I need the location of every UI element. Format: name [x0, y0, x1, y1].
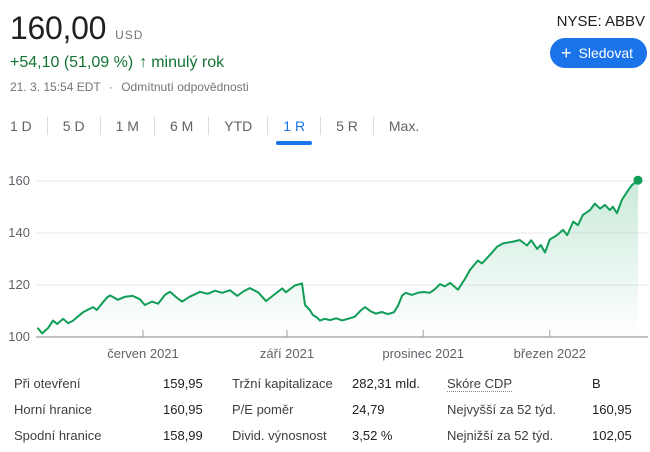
price-block: 160,00 USD	[10, 8, 143, 48]
dot-separator: ·	[108, 80, 113, 94]
stat-label: Divid. výnosnost	[232, 428, 327, 443]
x-axis-label: září 2021	[259, 346, 315, 361]
x-axis-label: prosinec 2021	[382, 346, 465, 361]
tab-6-m[interactable]: 6 M	[169, 117, 194, 134]
table-row: Horní hranice 160,95	[14, 397, 229, 423]
tab-divider	[46, 116, 48, 135]
table-row: Nejvyšší za 52 týd. 160,95	[447, 397, 650, 423]
y-axis-label: 140	[8, 225, 30, 240]
table-row: P/E poměr 24,79	[232, 397, 447, 423]
stock-price: 160,00	[10, 10, 107, 46]
tab-divider	[267, 116, 269, 135]
stat-value: 159,95	[163, 376, 203, 391]
tab-divider	[208, 116, 210, 135]
stat-value: 160,95	[163, 402, 203, 417]
stat-label: Při otevření	[14, 376, 81, 391]
change-period: minulý rok	[151, 54, 225, 71]
y-axis-label: 100	[8, 329, 30, 344]
tab-1-d[interactable]: 1 D	[10, 117, 32, 134]
chart-line	[37, 179, 639, 335]
stat-value: 102,05	[592, 428, 632, 443]
currency-label: USD	[115, 28, 144, 42]
stock-chart[interactable]: 160 140 120 100 červen 2021 září 2021 prosinec…	[0, 160, 650, 370]
stat-label: P/E poměr	[232, 402, 294, 417]
x-axis-label: červen 2021	[107, 346, 179, 361]
range-tab-bar: 1 D 5 D 1 M 6 M YTD 1 R 5 R Max.	[10, 110, 434, 145]
stats-column: Tržní kapitalizace 282,31 mld. P/E poměr 24…	[232, 371, 447, 449]
stat-value: 3,52 %	[352, 428, 393, 443]
plus-icon: +	[561, 43, 572, 63]
timestamp: 21. 3. 15:54 EDT	[10, 80, 101, 94]
stat-value: 158,99	[163, 428, 203, 443]
stat-value: 24,79	[352, 402, 385, 417]
follow-button-label: Sledovat	[578, 45, 633, 61]
table-row: Divid. výnosnost 3,52 %	[232, 423, 447, 449]
table-row: Skóre CDP B	[447, 371, 650, 397]
stats-column: Při otevření 159,95 Horní hranice 160,95 Spo…	[14, 371, 229, 449]
table-row: Tržní kapitalizace 282,31 mld.	[232, 371, 447, 397]
stat-value: 282,31 mld.	[352, 376, 420, 391]
stats-column: Skóre CDP B Nejvyšší za 52 týd. 160,95 Nejni…	[447, 371, 650, 449]
stat-value: 160,95	[592, 402, 632, 417]
price-change-row: +54,10 (51,09 %) ↑ minulý rok	[10, 54, 224, 72]
table-row: Při otevření 159,95	[14, 371, 229, 397]
ticker-symbol: NYSE: ABBV	[556, 13, 645, 30]
y-axis-label: 160	[8, 173, 30, 188]
chart-end-dot	[633, 175, 643, 185]
tab-5-d[interactable]: 5 D	[62, 117, 85, 134]
stat-label: Horní hranice	[14, 402, 93, 417]
table-row: Nejnižší za 52 týd. 102,05	[447, 423, 650, 449]
quote-meta-row: 21. 3. 15:54 EDT · Odmítnutí odpovědnost…	[10, 80, 249, 94]
tab-divider	[372, 116, 374, 135]
table-row: Spodní hranice 158,99	[14, 423, 229, 449]
tab-max[interactable]: Max.	[388, 117, 420, 134]
follow-button[interactable]: + Sledovat	[550, 38, 647, 68]
stat-label[interactable]: Skóre CDP	[447, 376, 513, 392]
tab-1-m[interactable]: 1 M	[115, 117, 139, 134]
disclaimer-link[interactable]: Odmítnutí odpovědnosti	[121, 80, 249, 94]
x-axis-label: březen 2022	[513, 346, 586, 361]
stat-label: Spodní hranice	[14, 428, 102, 443]
trend-up-arrow-icon: ↑	[139, 54, 148, 71]
tab-divider	[320, 116, 322, 135]
y-axis-label: 120	[8, 277, 30, 292]
tab-5-r[interactable]: 5 R	[336, 117, 358, 134]
stat-label: Nejnižší za 52 týd.	[447, 428, 554, 443]
stat-label: Tržní kapitalizace	[232, 376, 333, 391]
tab-divider	[99, 116, 101, 135]
chart-svg	[36, 175, 648, 338]
tab-divider	[153, 116, 155, 135]
chart-area	[38, 180, 638, 337]
price-change: +54,10 (51,09 %)	[10, 54, 134, 71]
stat-label: Nejvyšší za 52 týd.	[447, 402, 557, 417]
stat-value: B	[592, 376, 601, 391]
tab-ytd[interactable]: YTD	[224, 117, 253, 134]
tab-1-r[interactable]: 1 R	[268, 110, 320, 145]
